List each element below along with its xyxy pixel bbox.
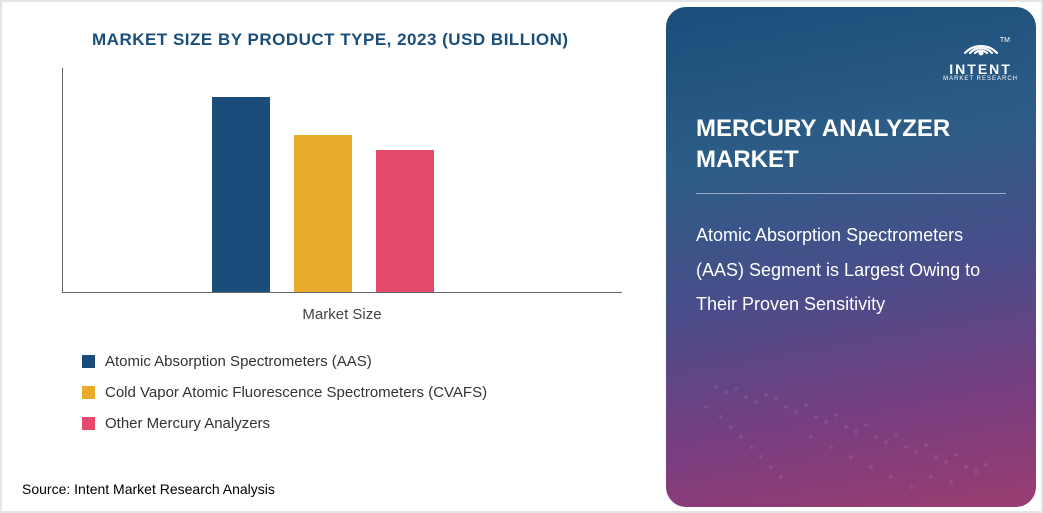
market-title: MERCURY ANALYZER MARKET: [696, 113, 1006, 175]
bar-other: [376, 150, 434, 292]
brand-subtitle: MARKET RESEARCH: [943, 76, 1018, 82]
y-axis: [62, 68, 63, 293]
market-description: Atomic Absorption Spectrometers (AAS) Se…: [696, 218, 1006, 321]
legend: Atomic Absorption Spectrometers (AAS) Co…: [82, 353, 632, 432]
bars-group: [212, 70, 434, 292]
chart-plot-area: Market Size: [62, 68, 622, 293]
legend-swatch-aas: [82, 355, 95, 368]
legend-item: Atomic Absorption Spectrometers (AAS): [82, 353, 632, 370]
x-axis: [62, 292, 622, 293]
legend-swatch-cvafs: [82, 386, 95, 399]
legend-item: Other Mercury Analyzers: [82, 415, 632, 432]
legend-label: Other Mercury Analyzers: [105, 415, 270, 432]
divider-line: [696, 193, 1006, 194]
legend-label: Cold Vapor Atomic Fluorescence Spectrome…: [105, 384, 487, 401]
source-text: Source: Intent Market Research Analysis: [22, 481, 275, 497]
summary-panel: TM INTENT MARKET RESEARCH MERCURY ANALYZ…: [666, 7, 1036, 507]
brand-logo: TM INTENT MARKET RESEARCH: [943, 23, 1018, 82]
chart-panel: MARKET SIZE BY PRODUCT TYPE, 2023 (USD B…: [2, 2, 662, 511]
intent-wifi-icon: [959, 23, 1003, 59]
legend-item: Cold Vapor Atomic Fluorescence Spectrome…: [82, 384, 632, 401]
x-axis-label: Market Size: [62, 306, 622, 323]
chart-title: MARKET SIZE BY PRODUCT TYPE, 2023 (USD B…: [52, 30, 632, 50]
brand-name: INTENT: [949, 61, 1012, 77]
legend-swatch-other: [82, 417, 95, 430]
legend-label: Atomic Absorption Spectrometers (AAS): [105, 353, 372, 370]
bar-cvafs: [294, 135, 352, 292]
bar-aas: [212, 97, 270, 292]
